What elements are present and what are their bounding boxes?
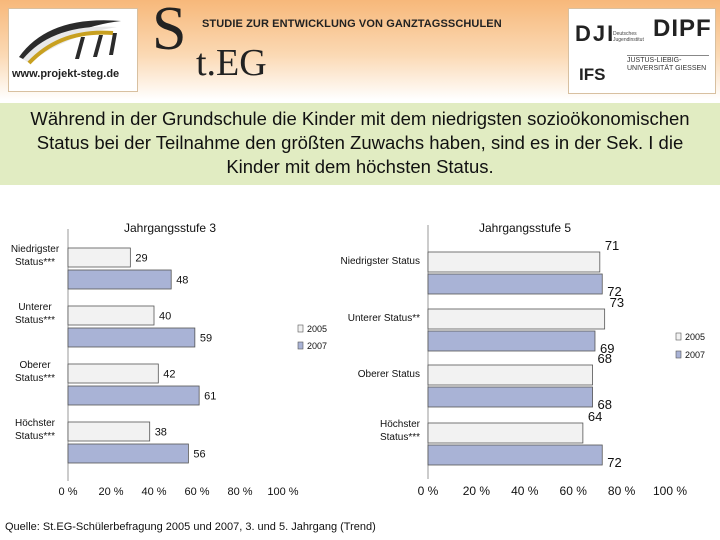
value-label: 72 xyxy=(607,455,621,470)
x-tick-label: 80 % xyxy=(608,484,636,498)
value-label: 40 xyxy=(159,311,171,323)
value-label: 42 xyxy=(163,369,175,381)
value-label: 59 xyxy=(200,333,212,345)
value-label: 38 xyxy=(155,427,167,439)
bar-2005 xyxy=(427,308,606,330)
value-label: 64 xyxy=(588,409,602,424)
legend-swatch-2005 xyxy=(675,332,682,341)
legend-swatch-2007 xyxy=(675,350,682,359)
bar-2007 xyxy=(67,385,200,406)
x-tick-label: 100 % xyxy=(653,484,687,498)
legend-label-2005: 2005 xyxy=(685,332,705,342)
value-label: 69 xyxy=(600,341,614,356)
bar-chart-2: Jahrgangsstufe 5 Niedrigster Status 71 72 Un… xyxy=(341,221,706,498)
x-tick-label: 60 % xyxy=(560,484,588,498)
steg-swoosh-icon xyxy=(19,20,121,65)
value-label: 72 xyxy=(607,284,621,299)
jlu-logo: JUSTUS-LIEBIG-UNIVERSITÄT GIESSEN xyxy=(627,55,709,73)
bar-2005 xyxy=(67,421,151,442)
x-tick-label: 0 % xyxy=(418,484,439,498)
value-label: 56 xyxy=(193,449,205,461)
bar-2005 xyxy=(67,305,155,326)
category-label: Höchster Status*** xyxy=(15,418,56,442)
legend-label-2007: 2007 xyxy=(307,341,327,351)
value-label: 29 xyxy=(135,253,147,265)
category-label: Niedrigster Status xyxy=(341,256,420,267)
value-label: 71 xyxy=(605,238,619,253)
bar-2005 xyxy=(427,251,601,273)
x-tick-label: 20 % xyxy=(463,484,491,498)
value-label: 61 xyxy=(204,391,216,403)
bar-2005 xyxy=(427,422,584,444)
category-label: Oberer Status xyxy=(358,369,420,380)
bar-2005 xyxy=(427,364,593,386)
bar-2005 xyxy=(67,363,159,384)
x-tick-label: 60 % xyxy=(184,486,209,498)
value-label: 48 xyxy=(176,275,188,287)
headline: Während in der Grundschule die Kinder mi… xyxy=(30,108,690,177)
bar-2007 xyxy=(67,269,172,290)
x-tick-label: 20 % xyxy=(98,486,123,498)
legend-swatch-2007 xyxy=(297,341,304,350)
partner-logos: DJI Deutsches Jugendinstitut DIPF IFS JU… xyxy=(568,8,716,94)
chart-title: Jahrgangsstufe 5 xyxy=(479,221,571,235)
dipf-logo: DIPF xyxy=(653,15,712,42)
bar-2007 xyxy=(67,443,189,464)
steg-logo-text: t.EG xyxy=(196,42,267,84)
study-title: STUDIE ZUR ENTWICKLUNG VON GANZTAGSSCHUL… xyxy=(202,18,502,30)
steg-logo-letter: S xyxy=(152,0,187,63)
headline-banner xyxy=(0,103,720,185)
bar-2007 xyxy=(427,386,593,408)
category-label: Unterer Status*** xyxy=(15,302,55,326)
category-label: Höchster Status*** xyxy=(380,419,421,443)
value-label: 68 xyxy=(598,397,612,412)
chart-title: Jahrgangsstufe 3 xyxy=(124,221,216,235)
bar-2007 xyxy=(427,330,596,352)
x-tick-label: 40 % xyxy=(511,484,539,498)
bar-2007 xyxy=(427,273,603,295)
ifs-logo: IFS xyxy=(579,65,606,84)
header-band: www.projekt-steg.de S t.EG STUDIE ZUR EN… xyxy=(0,0,720,100)
bar-2007 xyxy=(67,327,196,348)
website-url[interactable]: www.projekt-steg.de xyxy=(12,68,120,80)
x-tick-label: 0 % xyxy=(59,486,78,498)
legend-label-2007: 2007 xyxy=(685,350,705,360)
steg-project-logo[interactable] xyxy=(8,8,138,92)
value-label: 73 xyxy=(610,295,624,310)
x-tick-label: 100 % xyxy=(267,486,298,498)
source-note: Quelle: St.EG-Schülerbefragung 2005 und … xyxy=(5,521,376,533)
dji-logo: DJI xyxy=(575,21,616,46)
category-label: Oberer Status*** xyxy=(15,360,55,384)
bar-chart-1: Jahrgangsstufe 3 Niedrigster Status*** 29 48… xyxy=(11,221,327,498)
x-tick-label: 40 % xyxy=(141,486,166,498)
legend-swatch-2005 xyxy=(297,324,304,333)
value-label: 68 xyxy=(598,351,612,366)
bar-2005 xyxy=(67,247,131,268)
dji-subtitle: Deutsches Jugendinstitut xyxy=(613,31,644,43)
chart-area: Jahrgangsstufe 3 Niedrigster Status*** 29 48… xyxy=(11,221,706,498)
legend-label-2005: 2005 xyxy=(307,324,327,334)
bar-2007 xyxy=(427,444,603,466)
category-label: Niedrigster Status*** xyxy=(11,244,60,268)
x-tick-label: 80 % xyxy=(227,486,252,498)
category-label: Unterer Status** xyxy=(348,313,420,324)
